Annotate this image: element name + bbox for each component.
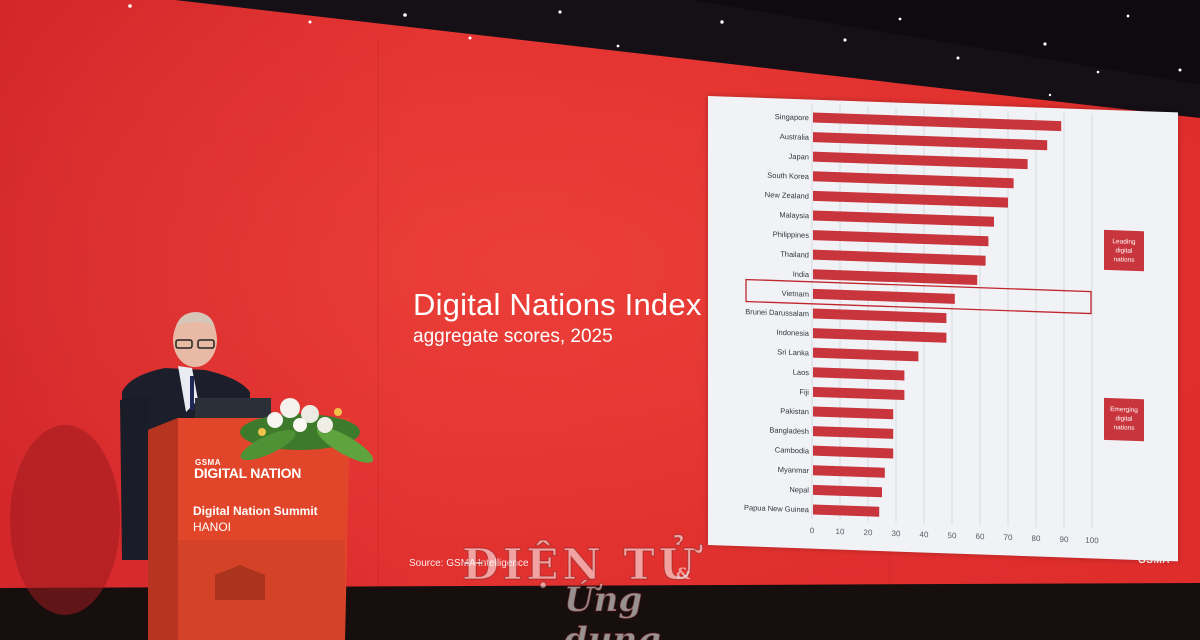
category-label: South Korea — [767, 171, 810, 181]
category-label: Laos — [793, 368, 810, 378]
watermark-line-2: Ứng dụng — [564, 580, 662, 640]
x-tick-label: 70 — [1004, 533, 1013, 542]
bar — [813, 269, 978, 286]
bar — [813, 112, 1062, 132]
category-label: Papua New Guinea — [744, 503, 810, 514]
bar — [813, 171, 1014, 189]
group-label: Leading — [1112, 238, 1136, 246]
bar — [813, 230, 989, 247]
bar — [813, 465, 885, 478]
watermark: ĐIỆN TỬ & Ứng dụng — [461, 540, 742, 640]
chart-panel: 0 10 20 30 40 50 60 70 80 90 100 Singapore Australia… — [708, 96, 1178, 562]
group-badge — [1104, 229, 1144, 272]
bar — [813, 249, 986, 266]
category-label: Sri Lanka — [777, 347, 810, 357]
x-tick-label: 0 — [810, 526, 815, 535]
x-tick-label: 60 — [976, 532, 985, 541]
podium-logo: DIGITAL NATION — [194, 465, 302, 481]
bar — [813, 484, 882, 498]
podium-city: HANOI — [193, 520, 232, 534]
group-badge — [1104, 397, 1144, 442]
category-label: Brunei Darussalam — [745, 307, 809, 318]
slide-source: Source: GSMA Intelligence — [409, 558, 529, 569]
category-label: Indonesia — [776, 328, 809, 338]
x-tick-label: 90 — [1060, 535, 1069, 544]
group-label: digital — [1116, 247, 1134, 255]
slide-title: Digital Nations Index — [413, 287, 702, 322]
bar-chart: 0 10 20 30 40 50 60 70 80 90 100 Singapore Australia… — [744, 103, 1144, 545]
x-tick-label: 30 — [892, 529, 901, 538]
category-label: Philippines — [773, 230, 810, 240]
group-label: nations — [1114, 424, 1136, 432]
x-tick-label: 40 — [920, 530, 929, 539]
bar — [813, 504, 880, 517]
group-label: nations — [1114, 256, 1136, 264]
watermark-ampersand: & — [676, 564, 691, 583]
watermark-line-1: ĐIỆN TỬ — [461, 540, 700, 590]
bar — [813, 190, 1008, 208]
category-label: Australia — [780, 132, 810, 142]
category-label: Pakistan — [780, 406, 809, 416]
category-label: Bangladesh — [769, 426, 809, 436]
bar — [813, 308, 947, 324]
bar — [813, 445, 894, 459]
bar — [813, 328, 947, 343]
bar — [813, 132, 1048, 151]
bar — [813, 367, 905, 381]
category-label: Nepal — [789, 485, 809, 495]
bar — [813, 210, 994, 227]
podium-logo-small: GSMA — [195, 458, 221, 467]
group-label: digital — [1116, 415, 1134, 423]
slide-subtitle: aggregate scores, 2025 — [413, 326, 613, 347]
category-label: Vietnam — [782, 289, 809, 299]
bar — [813, 426, 894, 439]
category-label: Cambodia — [775, 445, 810, 455]
x-tick-label: 80 — [1032, 534, 1041, 543]
highlight-box — [745, 278, 1092, 315]
bar — [813, 288, 955, 304]
category-label: Thailand — [780, 250, 809, 260]
bar — [813, 406, 894, 420]
x-tick-label: 10 — [836, 527, 845, 536]
bar — [813, 347, 919, 362]
category-label: Malaysia — [779, 210, 809, 220]
category-label: New Zealand — [765, 190, 809, 201]
x-tick-label: 20 — [864, 528, 873, 537]
category-label: Myanmar — [778, 465, 810, 475]
podium — [148, 418, 350, 640]
group-label: Emerging — [1110, 406, 1138, 414]
category-label: Singapore — [775, 112, 809, 122]
category-label: Japan — [789, 152, 809, 162]
x-tick-label: 50 — [948, 531, 957, 540]
bar — [813, 151, 1028, 170]
x-tick-label: 100 — [1085, 536, 1099, 545]
category-label: Fiji — [799, 387, 809, 396]
flower-arrangement — [240, 398, 374, 463]
category-label: India — [793, 270, 810, 280]
bar — [813, 386, 905, 401]
podium-summit-name: Digital Nation Summit — [193, 504, 318, 518]
